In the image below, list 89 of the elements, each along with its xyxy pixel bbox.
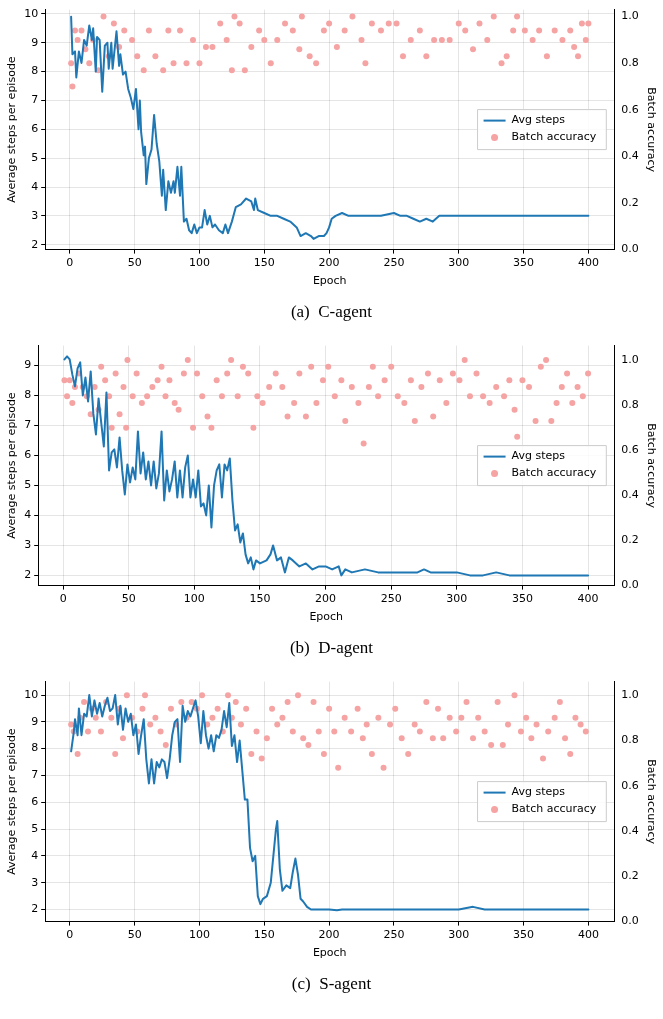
y2-tick-label: 0.6: [621, 102, 639, 116]
y-tick-label: 6: [31, 795, 39, 809]
y2-tick-label: 0.0: [621, 578, 639, 592]
x-tick-label: 300: [448, 928, 470, 942]
y-tick-label: 2: [24, 568, 32, 582]
y-tick-label: 5: [24, 478, 32, 492]
y-tick-label: 5: [31, 151, 39, 165]
x-tick-label: 150: [249, 592, 271, 606]
legend-label: Batch accuracy: [511, 466, 597, 480]
legend-label: Batch accuracy: [511, 802, 597, 816]
legend-label: Avg steps: [511, 785, 566, 799]
x-tick-label: 300: [448, 256, 470, 270]
y2-tick-label: 0.8: [621, 56, 639, 70]
legend-label: Batch accuracy: [511, 130, 597, 144]
y2-tick-label: 1.0: [621, 352, 639, 366]
y-tick-label: 8: [31, 64, 39, 78]
y2-tick-label: 0.4: [621, 488, 639, 502]
x-axis-title: Epoch: [312, 274, 347, 288]
y-tick-label: 9: [31, 35, 39, 49]
y-tick-label: 4: [31, 848, 39, 862]
y2-tick-label: 0.8: [621, 398, 639, 412]
y2-tick-label: 0.6: [621, 778, 639, 792]
y2-tick-label: 0.0: [621, 914, 639, 928]
y-tick-label: 5: [31, 821, 39, 835]
x-tick-label: 400: [577, 928, 599, 942]
x-tick-label: 200: [315, 592, 337, 606]
y2-axis-title: Batch accuracy: [644, 759, 658, 845]
x-tick-label: 200: [318, 928, 340, 942]
y2-tick-label: 1.0: [621, 9, 639, 23]
x-tick-label: 350: [511, 592, 533, 606]
legend-label: Avg steps: [511, 113, 566, 127]
x-tick-label: 100: [188, 928, 210, 942]
y-tick-label: 4: [31, 179, 39, 193]
y2-axis-title: Batch accuracy: [644, 423, 658, 509]
y2-tick-label: 0.4: [621, 823, 639, 837]
y2-tick-label: 1.0: [621, 688, 639, 702]
y-tick-label: 3: [31, 208, 39, 222]
y-tick-label: 8: [31, 741, 39, 755]
y-tick-label: 2: [31, 237, 39, 251]
y-tick-label: 8: [24, 388, 32, 402]
x-tick-label: 0: [66, 928, 74, 942]
y2-tick-label: 0.4: [621, 149, 639, 163]
x-tick-label: 150: [253, 256, 275, 270]
x-tick-label: 300: [446, 592, 468, 606]
y-tick-label: 10: [24, 6, 39, 20]
y-tick-label: 7: [24, 418, 32, 432]
x-tick-label: 50: [121, 592, 136, 606]
y2-tick-label: 0.2: [621, 533, 639, 547]
x-tick-label: 350: [513, 928, 535, 942]
x-tick-label: 50: [127, 928, 142, 942]
x-tick-label: 100: [183, 592, 205, 606]
y-tick-label: 7: [31, 93, 39, 107]
x-tick-label: 250: [380, 592, 402, 606]
text: (b) D-agent: [288, 637, 375, 659]
y-tick-label: 6: [24, 448, 32, 462]
x-tick-label: 400: [577, 592, 599, 606]
text: (c) S-agent: [290, 973, 373, 995]
y-axis-title: Average steps per episode: [5, 728, 19, 875]
y-tick-label: 9: [31, 714, 39, 728]
y-tick-label: 2: [31, 902, 39, 916]
x-tick-label: 150: [253, 928, 275, 942]
y-tick-label: 3: [31, 875, 39, 889]
x-tick-label: 200: [318, 256, 340, 270]
x-tick-label: 250: [383, 256, 405, 270]
x-tick-label: 100: [188, 256, 210, 270]
y2-tick-label: 0.8: [621, 733, 639, 747]
x-tick-label: 350: [513, 256, 535, 270]
y-tick-label: 6: [31, 122, 39, 136]
legend-label: Avg steps: [511, 449, 566, 463]
x-axis-title: Epoch: [312, 946, 347, 960]
y2-tick-label: 0.2: [621, 195, 639, 209]
x-axis-title: Epoch: [309, 610, 344, 624]
x-tick-label: 0: [66, 256, 74, 270]
y-tick-label: 4: [24, 508, 32, 522]
x-tick-label: 250: [383, 928, 405, 942]
y-tick-label: 7: [31, 768, 39, 782]
y-tick-label: 9: [24, 358, 32, 372]
x-tick-label: 50: [127, 256, 142, 270]
y2-tick-label: 0.6: [621, 443, 639, 457]
y-axis-title: Average steps per episode: [5, 56, 19, 203]
y2-axis-title: Batch accuracy: [644, 87, 658, 173]
y-axis-title: Average steps per episode: [5, 392, 19, 539]
y-tick-label: 3: [24, 538, 32, 552]
y2-tick-label: 0.2: [621, 869, 639, 883]
y-tick-label: 10: [24, 687, 39, 701]
text: (a) C-agent: [289, 301, 374, 323]
x-tick-label: 400: [577, 256, 599, 270]
y2-tick-label: 0.0: [621, 242, 639, 256]
x-tick-label: 0: [59, 592, 67, 606]
